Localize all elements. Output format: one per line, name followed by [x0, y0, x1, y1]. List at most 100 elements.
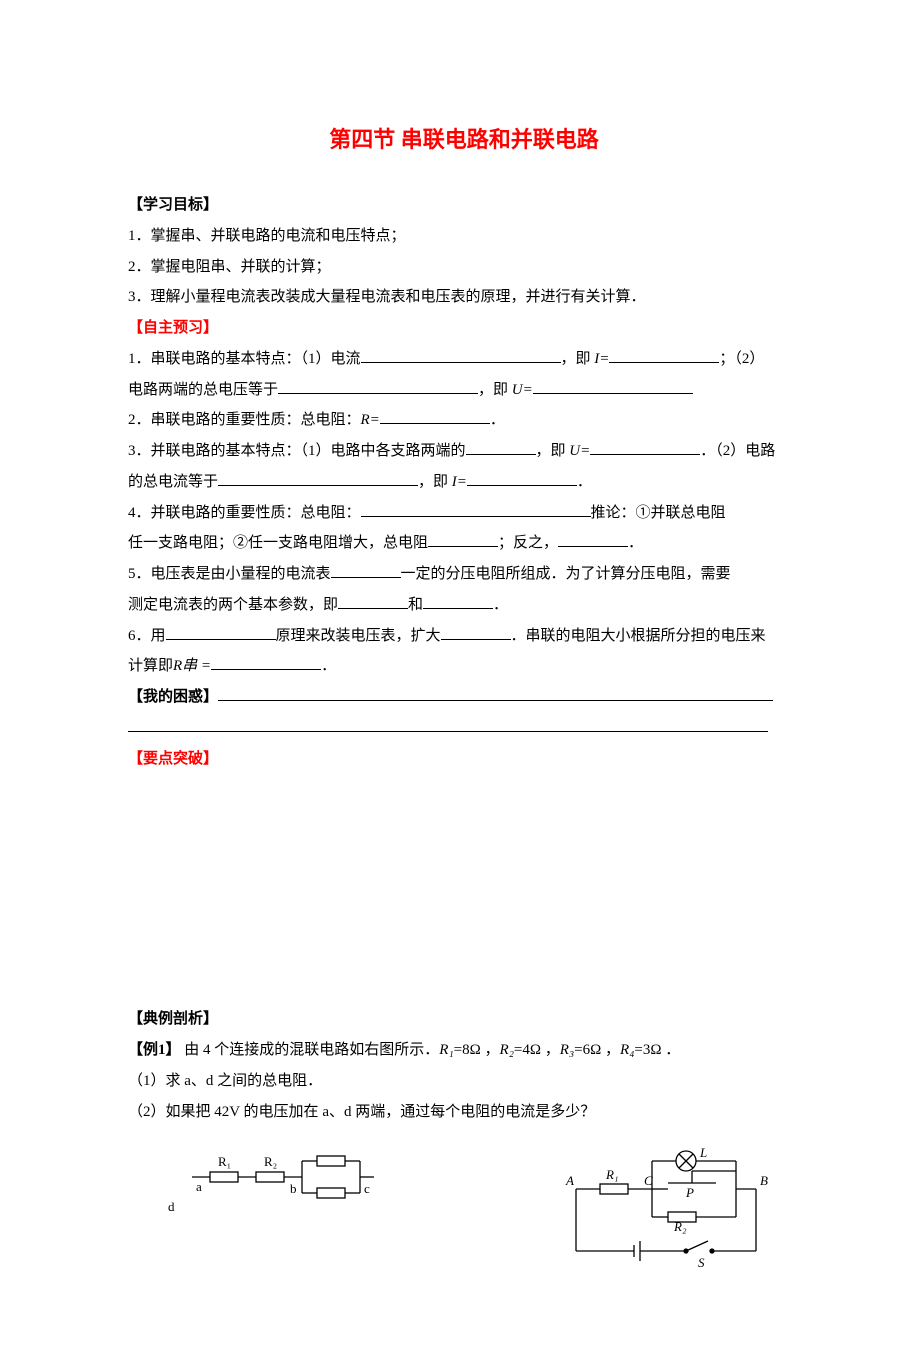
q5-text-a: 5．电压表是由小量程的电流表: [128, 566, 331, 582]
blank: [338, 594, 408, 609]
svg-text:P: P: [685, 1185, 694, 1200]
section-preview-head: 【自主预习】: [128, 313, 800, 344]
section-examples-head: 【典例剖析】: [128, 1004, 800, 1035]
q3-text-a: 3．并联电路的基本特点：（1）电路中各支路两端的: [128, 443, 466, 459]
svg-text:A: A: [565, 1173, 574, 1188]
blank: [128, 717, 768, 732]
q3-text-e: ，即: [418, 474, 452, 490]
section-objectives-head: 【学习目标】: [128, 190, 800, 221]
preview-q4b: 任一支路电阻；②任一支路电阻增大，总电阻 ；反之， ．: [128, 528, 800, 559]
blank: [166, 625, 276, 640]
q6-text-d: 计算即: [128, 658, 173, 674]
blank: [467, 471, 577, 486]
blank: [361, 348, 561, 363]
blank: [218, 471, 418, 486]
rchuan: R串 =: [173, 658, 211, 674]
preview-q4: 4．并联电路的重要性质：总电阻： 推论：①并联总电阻: [128, 498, 800, 529]
preview-q5b: 测定电流表的两个基本参数，即 和 ．: [128, 590, 800, 621]
preview-q1: 1．串联电路的基本特点：（1）电流 ，即 I= ；（2）: [128, 344, 800, 375]
preview-q5: 5．电压表是由小量程的电流表 一定的分压电阻所组成．为了计算分压电阻，需要: [128, 559, 800, 590]
q4-text-c: 任一支路电阻；②任一支路电阻增大，总电阻: [128, 535, 428, 551]
q3-text-c: ．（2）电路: [700, 443, 775, 459]
q1-text-d: 电路两端的总电压等于: [128, 382, 278, 398]
ex-text-e: =3Ω ．: [634, 1042, 680, 1058]
q5-text-e: ．: [493, 597, 508, 613]
blank: [533, 379, 693, 394]
spacer: [128, 774, 800, 1004]
example-1-q2: （2）如果把 42V 的电压加在 a、d 两端，通过每个电阻的电流是多少？: [128, 1097, 800, 1128]
r3: R₃: [560, 1042, 574, 1058]
svg-text:R₁: R₁: [605, 1167, 618, 1182]
r2: R₂: [500, 1042, 514, 1058]
q6-text-e: ．: [321, 658, 336, 674]
q1-text-b: ，即: [561, 351, 595, 367]
ex-text-b: =8Ω ，: [454, 1042, 500, 1058]
q4-text-b: 推论：①并联总电阻: [591, 505, 726, 521]
objective-2: 2．掌握电阻串、并联的计算；: [128, 252, 800, 283]
blank: [590, 440, 700, 455]
blank: [423, 594, 493, 609]
svg-text:L: L: [699, 1145, 707, 1160]
q5-text-c: 测定电流表的两个基本参数，即: [128, 597, 338, 613]
circuit-diagram-2: A R₁ C L P R₂ B S: [556, 1141, 776, 1271]
blank: [428, 532, 498, 547]
ex-label: 【例1】: [128, 1042, 181, 1058]
q2-text-a: 2．串联电路的重要性质：总电阻：: [128, 412, 361, 428]
blank: [218, 686, 773, 701]
circuit-diagram-1: R₁ R₂ a b c d: [152, 1141, 382, 1241]
blank: [609, 348, 719, 363]
u-eq: U=: [512, 382, 533, 398]
section-confusion: 【我的困惑】: [128, 682, 800, 713]
q3-text-d: 的总电流等于: [128, 474, 218, 490]
r-eq: R=: [361, 412, 380, 428]
example-1: 【例1】 由 4 个连接成的混联电路如右图所示．R₁=8Ω ，R₂=4Ω ，R₃…: [128, 1035, 800, 1066]
section-keypoints-head: 【要点突破】: [128, 744, 800, 775]
blank: [331, 563, 401, 578]
q3-text-f: ．: [577, 474, 592, 490]
svg-text:C: C: [644, 1173, 653, 1188]
svg-text:R₂: R₂: [264, 1154, 277, 1169]
svg-text:R₁: R₁: [218, 1154, 231, 1169]
blank: [558, 532, 628, 547]
q6-text-a: 6．用: [128, 628, 166, 644]
ex-text-a: 由 4 个连接成的混联电路如右图所示．: [181, 1042, 440, 1058]
ex-text-c: =4Ω ，: [514, 1042, 560, 1058]
blank: [361, 502, 591, 517]
preview-q3b: 的总电流等于 ，即 I= ．: [128, 467, 800, 498]
svg-text:R₂: R₂: [673, 1219, 687, 1234]
blank: [380, 409, 490, 424]
preview-q2: 2．串联电路的重要性质：总电阻：R=．: [128, 405, 800, 436]
i-eq2: I=: [452, 474, 467, 490]
preview-q1b: 电路两端的总电压等于，即 U=: [128, 375, 800, 406]
objective-3: 3．理解小量程电流表改装成大量程电流表和电压表的原理，并进行有关计算．: [128, 282, 800, 313]
q5-text-d: 和: [408, 597, 423, 613]
u-eq2: U=: [569, 443, 590, 459]
q5-text-b: 一定的分压电阻所组成．为了计算分压电阻，需要: [401, 566, 731, 582]
blank: [441, 625, 511, 640]
q4-text-e: ．: [628, 535, 643, 551]
confusion-line2: [128, 713, 800, 744]
ex-text-d: =6Ω ，: [574, 1042, 620, 1058]
blank: [278, 379, 478, 394]
svg-text:b: b: [290, 1181, 297, 1196]
q4-text-d: ；反之，: [498, 535, 558, 551]
q1-text-a: 1．串联电路的基本特点：（1）电流: [128, 351, 361, 367]
page-title: 第四节 串联电路和并联电路: [128, 118, 800, 162]
i-eq: I=: [594, 351, 609, 367]
q6-text-c: ．串联的电阻大小根据所分担的电压来: [511, 628, 766, 644]
preview-q6b: 计算即R串 = ．: [128, 651, 800, 682]
svg-text:S: S: [698, 1255, 705, 1270]
svg-text:c: c: [364, 1181, 370, 1196]
objective-1: 1．掌握串、并联电路的电流和电压特点；: [128, 221, 800, 252]
svg-text:a: a: [196, 1179, 202, 1194]
q4-text-a: 4．并联电路的重要性质：总电阻：: [128, 505, 361, 521]
blank: [211, 655, 321, 670]
preview-q3: 3．并联电路的基本特点：（1）电路中各支路两端的 ，即 U= ．（2）电路: [128, 436, 800, 467]
q3-text-b: ，即: [536, 443, 570, 459]
r1: R₁: [439, 1042, 453, 1058]
q6-text-b: 原理来改装电压表，扩大: [276, 628, 441, 644]
q1-text-c: ；（2）: [719, 351, 764, 367]
confusion-head: 【我的困惑】: [128, 689, 218, 705]
svg-text:d: d: [168, 1199, 175, 1214]
blank: [466, 440, 536, 455]
